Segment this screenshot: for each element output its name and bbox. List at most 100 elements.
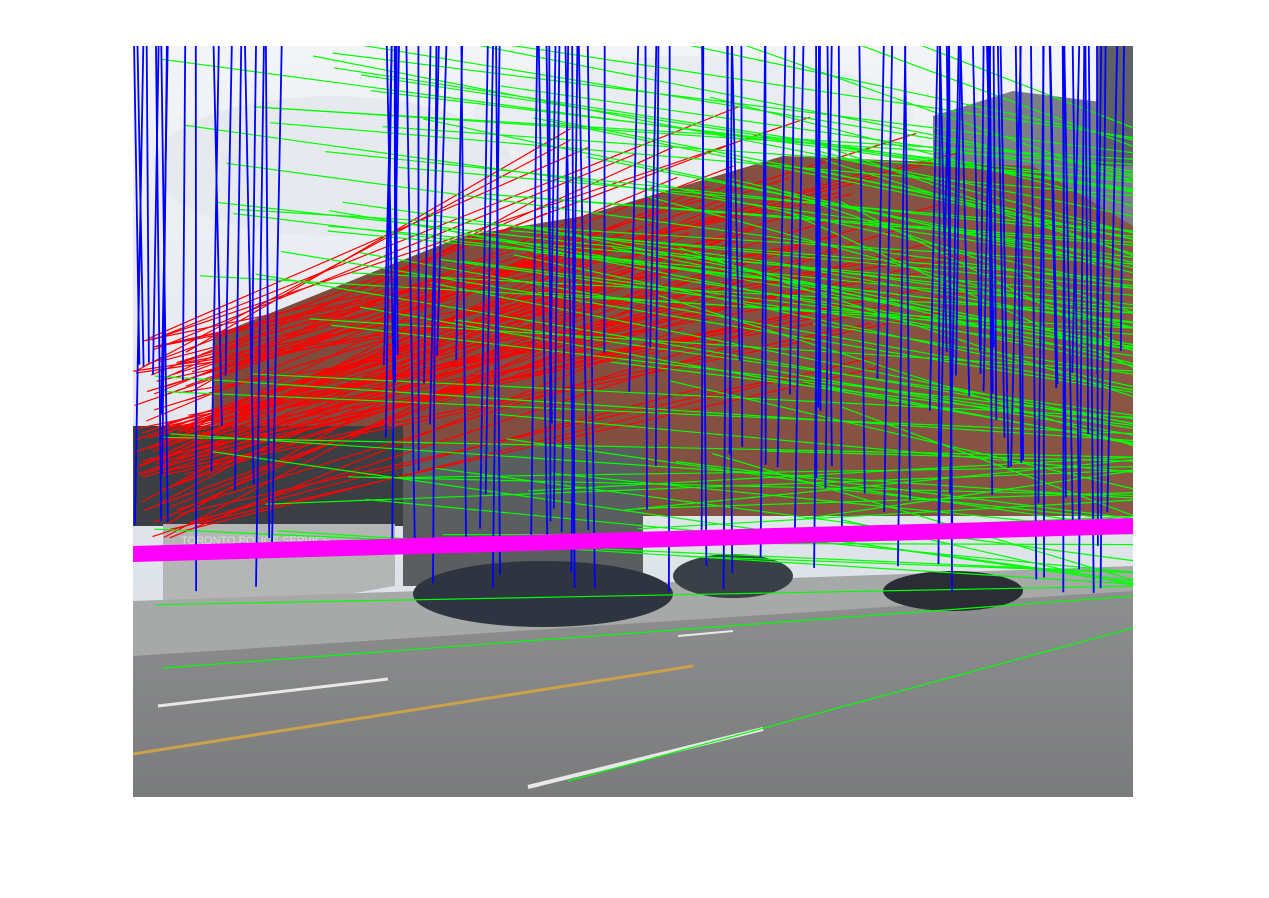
blue-line-segment xyxy=(700,46,705,540)
cloud xyxy=(153,96,513,236)
green-line-segment xyxy=(682,555,1133,574)
blue-line-segment xyxy=(384,46,393,438)
blue-line-segment xyxy=(776,46,787,468)
blue-line-segment xyxy=(1087,46,1095,593)
blue-line-segment xyxy=(224,46,233,376)
green-line-segment xyxy=(360,74,1133,193)
green-line-segment xyxy=(803,138,1133,257)
blue-line-segment xyxy=(1099,46,1107,589)
red-line-segment xyxy=(173,292,966,428)
blue-line-segment xyxy=(530,46,538,551)
green-line-segment xyxy=(786,210,1133,368)
blue-line-segment xyxy=(271,46,283,545)
red-line-segment xyxy=(187,210,803,401)
green-line-segment xyxy=(567,627,1133,782)
red-line-segment xyxy=(170,364,889,530)
green-line-segment xyxy=(860,46,1133,147)
red-line-segment xyxy=(169,327,684,539)
blue-line-segment xyxy=(939,46,948,352)
blue-line-segment xyxy=(1030,46,1038,580)
blue-line-segment xyxy=(212,46,223,426)
green-line-segment xyxy=(156,585,1133,606)
red-line-segment xyxy=(177,324,771,511)
white-lane-line xyxy=(677,630,734,637)
blue-line-segment xyxy=(928,46,939,411)
blue-line-segment xyxy=(837,46,843,540)
green-line-segment xyxy=(211,450,1133,584)
red-line-segment xyxy=(137,236,715,468)
green-line-segment xyxy=(491,194,1133,244)
red-line-segment xyxy=(188,287,873,416)
blue-line-segment xyxy=(577,46,590,531)
green-line-segment xyxy=(506,438,1133,530)
blue-line-segment xyxy=(1119,46,1125,351)
blue-line-segment xyxy=(999,46,1010,468)
blue-line-segment xyxy=(979,46,985,375)
blue-line-segment xyxy=(955,46,962,376)
green-line-segment xyxy=(435,467,1133,562)
red-line-segment xyxy=(163,333,550,539)
blue-line-segment xyxy=(1019,46,1024,461)
green-line-segment xyxy=(689,46,1133,141)
blue-line-segment xyxy=(265,46,271,539)
blue-line-segment xyxy=(210,46,220,472)
green-line-segment xyxy=(637,499,1133,530)
road xyxy=(133,591,1133,797)
red-line-segment xyxy=(153,232,690,348)
red-line-segment xyxy=(177,375,790,515)
blue-line-segment xyxy=(1106,46,1119,513)
green-line-segment xyxy=(511,46,1133,139)
blue-line-segment xyxy=(986,46,995,347)
horizon-line xyxy=(133,518,1133,562)
blue-line-segment xyxy=(759,46,766,558)
blue-line-segment xyxy=(668,46,671,592)
blue-line-segment xyxy=(385,46,395,393)
green-line-segment xyxy=(370,90,1133,183)
green-line-segment xyxy=(265,469,1133,505)
red-line-segment xyxy=(189,386,706,523)
blue-line-segment xyxy=(1042,46,1045,578)
car xyxy=(673,554,793,598)
green-line-segment xyxy=(430,282,1133,425)
blue-line-segment xyxy=(1071,46,1080,521)
blue-line-segment xyxy=(937,46,941,565)
blue-line-segment xyxy=(731,46,741,361)
green-line-segment xyxy=(820,487,1133,522)
blue-line-segment xyxy=(858,46,866,494)
blue-line-segment xyxy=(972,46,981,351)
green-line-segment xyxy=(199,275,1133,329)
red-line-segment xyxy=(147,147,589,340)
green-line-segment xyxy=(154,375,1133,442)
green-line-segment xyxy=(658,295,1133,447)
green-line-segment xyxy=(154,528,1133,574)
blue-line-segment xyxy=(152,46,160,375)
green-line-segment xyxy=(216,201,1133,306)
green-line-segment xyxy=(252,373,1133,418)
green-line-segment xyxy=(813,322,1133,375)
blue-line-segment xyxy=(571,46,576,589)
blue-line-segment xyxy=(586,46,596,589)
blue-line-segment xyxy=(455,46,464,361)
blue-line-segment xyxy=(649,46,658,348)
blue-line-segment xyxy=(997,46,1006,438)
blue-line-segment xyxy=(948,46,953,593)
blue-line-segment xyxy=(145,46,150,363)
green-line-segment xyxy=(162,595,1133,669)
green-line-segment xyxy=(382,126,1133,180)
blue-line-segment xyxy=(545,46,553,424)
red-line-segment xyxy=(190,241,932,433)
blue-line-segment xyxy=(423,46,432,384)
red-line-segment xyxy=(184,200,732,432)
green-line-segment xyxy=(255,273,1133,424)
green-line-segment xyxy=(185,124,1133,258)
blue-line-segment xyxy=(405,46,416,541)
blue-line-segment xyxy=(628,46,640,392)
blue-line-segment xyxy=(133,46,141,365)
yellow-lane-line xyxy=(133,664,694,756)
blue-line-segment xyxy=(740,46,744,447)
green-line-segment xyxy=(170,433,1133,499)
red-line-segment xyxy=(151,116,811,341)
green-line-segment xyxy=(510,230,1133,281)
blue-line-segment xyxy=(1014,46,1023,463)
blue-line-segment xyxy=(644,46,648,510)
